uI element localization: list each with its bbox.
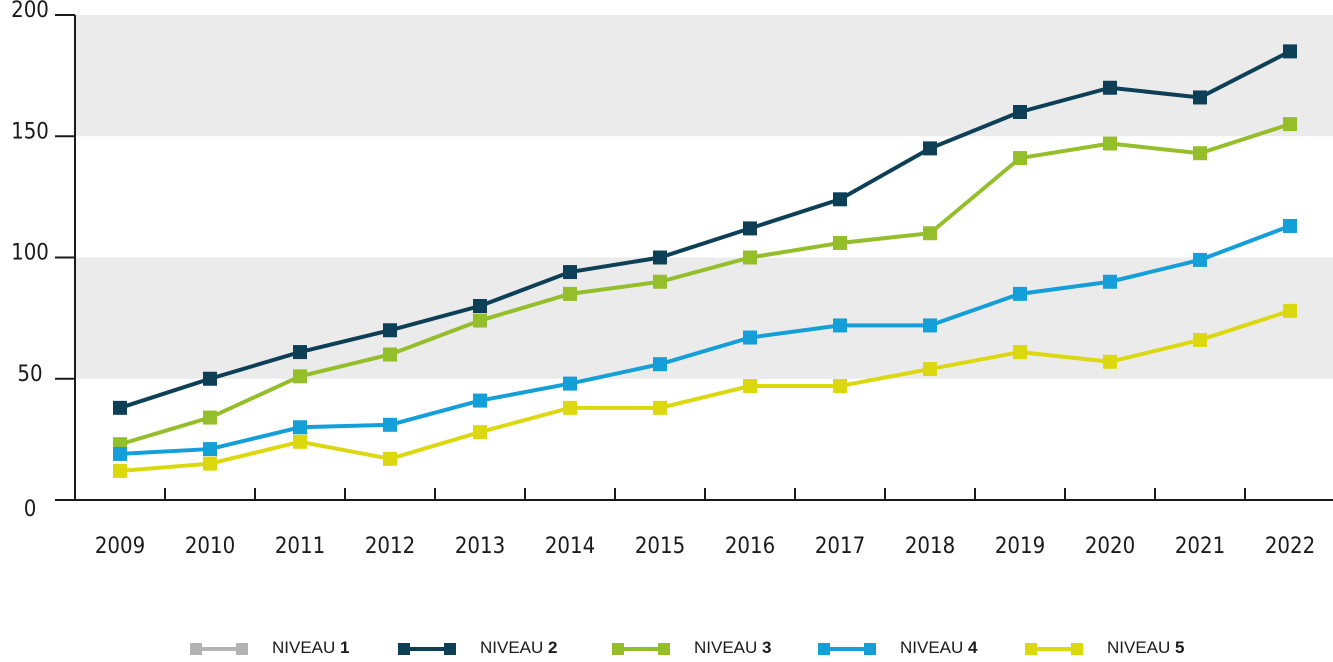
marker bbox=[1193, 332, 1207, 347]
marker bbox=[563, 400, 577, 415]
marker bbox=[833, 379, 847, 394]
marker bbox=[113, 446, 127, 461]
x-tick-label: 2012 bbox=[365, 534, 415, 559]
x-tick-label: 2013 bbox=[455, 534, 505, 559]
series-line bbox=[119, 224, 1291, 456]
legend-marker bbox=[864, 643, 876, 655]
legend-marker bbox=[190, 643, 202, 655]
x-tick-label: 2021 bbox=[1175, 534, 1225, 559]
legend-label: NIVEAU 2 bbox=[480, 638, 558, 657]
marker bbox=[113, 400, 127, 415]
legend-marker bbox=[1025, 643, 1037, 655]
marker bbox=[653, 274, 667, 289]
marker bbox=[1193, 146, 1207, 161]
marker bbox=[653, 357, 667, 372]
legend-marker bbox=[444, 643, 456, 655]
legend-marker bbox=[818, 643, 830, 655]
x-tick-label: 2014 bbox=[545, 534, 595, 559]
legend-marker bbox=[236, 643, 248, 655]
marker bbox=[473, 313, 487, 328]
marker bbox=[383, 451, 397, 466]
x-tick-label: 2022 bbox=[1265, 534, 1315, 559]
marker bbox=[473, 393, 487, 408]
y-tick-label: 50 bbox=[17, 362, 42, 387]
legend-marker bbox=[1071, 643, 1083, 655]
x-tick-label: 2017 bbox=[815, 534, 865, 559]
marker bbox=[923, 226, 937, 241]
marker bbox=[743, 330, 757, 345]
x-tick-label: 2010 bbox=[185, 534, 235, 559]
marker bbox=[293, 369, 307, 384]
marker bbox=[923, 318, 937, 333]
marker bbox=[1013, 105, 1027, 119]
y-tick-label: 0 bbox=[24, 497, 37, 522]
marker bbox=[1193, 90, 1207, 105]
x-tick-label: 2018 bbox=[905, 534, 955, 559]
marker bbox=[653, 250, 667, 265]
series-line bbox=[119, 122, 1291, 447]
legend-marker bbox=[612, 643, 624, 655]
legend-label: NIVEAU 5 bbox=[1107, 638, 1185, 657]
series-line bbox=[119, 49, 1291, 410]
marker bbox=[833, 235, 847, 250]
x-tick-label: 2011 bbox=[275, 534, 325, 559]
marker bbox=[653, 400, 667, 415]
legend-label: NIVEAU 4 bbox=[900, 638, 978, 657]
marker bbox=[563, 265, 577, 280]
series-line bbox=[119, 308, 1291, 473]
marker bbox=[743, 221, 757, 236]
marker bbox=[1283, 218, 1297, 233]
marker bbox=[473, 425, 487, 440]
marker bbox=[1103, 354, 1117, 369]
marker bbox=[563, 376, 577, 391]
marker bbox=[113, 463, 127, 478]
x-tick-label: 2020 bbox=[1085, 534, 1135, 559]
marker bbox=[1103, 274, 1117, 289]
marker bbox=[833, 192, 847, 207]
legend-marker bbox=[398, 643, 410, 655]
marker bbox=[293, 434, 307, 449]
marker bbox=[1103, 80, 1117, 95]
grid-band bbox=[75, 15, 1333, 137]
marker bbox=[203, 456, 217, 471]
marker bbox=[473, 299, 487, 313]
marker bbox=[1013, 286, 1027, 301]
marker bbox=[923, 362, 937, 377]
x-tick-label: 2016 bbox=[725, 534, 775, 559]
y-tick-label: 100 bbox=[11, 241, 49, 266]
legend-label: NIVEAU 3 bbox=[694, 638, 772, 657]
marker bbox=[1283, 117, 1297, 132]
marker bbox=[1283, 44, 1297, 59]
marker bbox=[1193, 252, 1207, 267]
marker bbox=[923, 141, 937, 156]
marker bbox=[203, 371, 217, 386]
marker bbox=[1283, 303, 1297, 318]
marker bbox=[1013, 151, 1027, 166]
marker bbox=[383, 323, 397, 338]
marker bbox=[383, 347, 397, 362]
marker bbox=[1013, 345, 1027, 360]
marker bbox=[383, 417, 397, 432]
marker bbox=[293, 420, 307, 435]
marker bbox=[563, 286, 577, 301]
legend-label: NIVEAU 1 bbox=[272, 638, 350, 657]
grid-band bbox=[75, 257, 1333, 379]
marker bbox=[293, 345, 307, 360]
marker bbox=[1103, 136, 1117, 151]
x-tick-label: 2015 bbox=[635, 534, 685, 559]
legend-marker bbox=[658, 643, 670, 655]
marker bbox=[833, 318, 847, 333]
marker bbox=[743, 379, 757, 394]
x-tick-label: 2019 bbox=[995, 534, 1045, 559]
marker bbox=[203, 442, 217, 457]
y-tick-label: 150 bbox=[11, 119, 49, 144]
marker bbox=[743, 250, 757, 265]
y-tick-label: 200 bbox=[11, 0, 49, 23]
x-tick-label: 2009 bbox=[95, 534, 145, 559]
marker bbox=[203, 410, 217, 425]
